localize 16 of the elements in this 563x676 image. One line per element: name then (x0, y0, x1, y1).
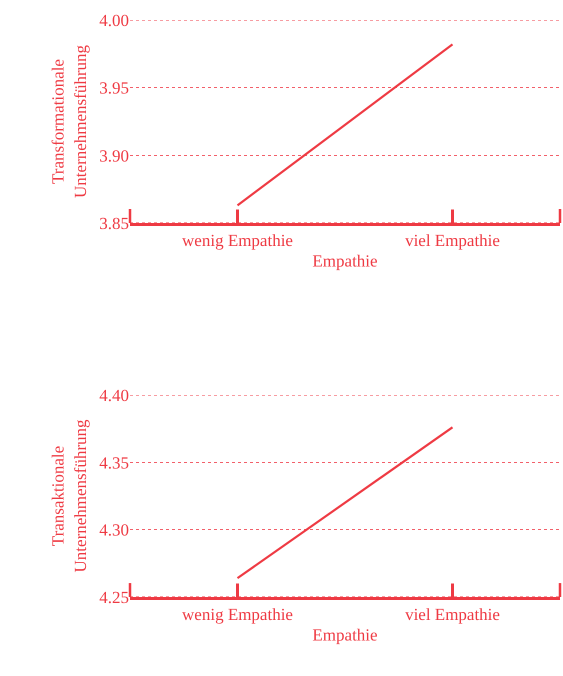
y-tick-label: 4.35 (99, 453, 129, 472)
x-tick-label: wenig Empathie (182, 231, 293, 250)
y-tick-label: 4.40 (99, 386, 129, 405)
y-tick-label: 4.30 (99, 520, 129, 540)
x-axis-title: Empathie (312, 626, 378, 645)
y-tick-label: 3.90 (99, 146, 129, 166)
x-tick-label: viel Empathie (405, 231, 500, 250)
y-axis-title: Transformationale Unternehmensführung (48, 44, 90, 198)
x-tick-label: viel Empathie (405, 605, 500, 624)
y-tick-label: 4.00 (99, 10, 129, 30)
x-axis-title: Empathie (312, 252, 378, 271)
y-tick-label: 4.25 (99, 588, 129, 607)
y-tick-label: 3.85 (99, 214, 129, 233)
y-axis-title: Transaktionale Unternehmensführung (48, 419, 90, 572)
y-tick-label: 3.95 (99, 78, 129, 98)
x-tick-label: wenig Empathie (182, 605, 293, 624)
